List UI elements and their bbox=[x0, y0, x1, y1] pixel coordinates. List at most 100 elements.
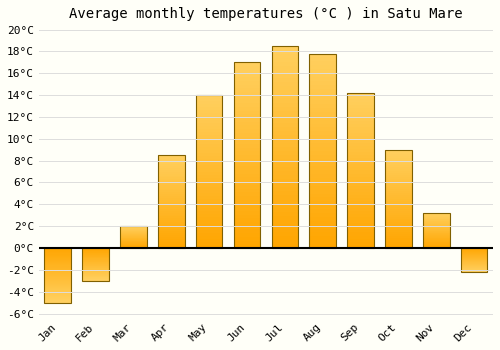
Bar bbox=[158, 211, 184, 213]
Bar bbox=[44, 252, 71, 253]
Bar bbox=[310, 108, 336, 112]
Bar bbox=[234, 211, 260, 215]
Bar bbox=[234, 122, 260, 125]
Bar bbox=[82, 252, 109, 253]
Bar bbox=[44, 273, 71, 274]
Bar bbox=[461, 268, 487, 269]
Bar bbox=[44, 249, 71, 250]
Bar bbox=[196, 153, 222, 156]
Bar bbox=[310, 139, 336, 143]
Bar bbox=[310, 85, 336, 89]
Bar bbox=[234, 103, 260, 107]
Bar bbox=[196, 175, 222, 178]
Bar bbox=[310, 201, 336, 205]
Bar bbox=[44, 265, 71, 267]
Bar bbox=[385, 163, 411, 166]
Bar bbox=[234, 125, 260, 129]
Bar bbox=[348, 214, 374, 217]
Bar bbox=[234, 118, 260, 122]
Bar bbox=[44, 293, 71, 294]
Bar bbox=[385, 193, 411, 195]
Bar bbox=[348, 195, 374, 198]
Bar bbox=[234, 207, 260, 211]
Bar bbox=[120, 232, 146, 233]
Bar bbox=[234, 140, 260, 144]
Bar bbox=[385, 154, 411, 156]
Bar bbox=[158, 168, 184, 170]
Bar bbox=[385, 209, 411, 211]
Bar bbox=[196, 135, 222, 138]
Bar bbox=[423, 226, 450, 227]
Bar bbox=[158, 155, 184, 157]
Bar bbox=[44, 300, 71, 301]
Bar bbox=[44, 257, 71, 258]
Bar bbox=[423, 219, 450, 220]
Bar bbox=[82, 277, 109, 278]
Bar bbox=[348, 114, 374, 118]
Bar bbox=[158, 196, 184, 198]
Bar bbox=[423, 227, 450, 228]
Bar bbox=[423, 231, 450, 232]
Bar bbox=[272, 240, 298, 244]
Bar bbox=[385, 161, 411, 163]
Bar bbox=[385, 160, 411, 161]
Bar bbox=[310, 57, 336, 61]
Bar bbox=[196, 220, 222, 224]
Bar bbox=[234, 185, 260, 189]
Bar bbox=[196, 214, 222, 217]
Bar bbox=[44, 267, 71, 268]
Bar bbox=[461, 260, 487, 261]
Bar bbox=[196, 104, 222, 107]
Bar bbox=[82, 278, 109, 279]
Bar bbox=[272, 147, 298, 151]
Bar bbox=[44, 271, 71, 272]
Bar bbox=[196, 217, 222, 220]
Bar bbox=[196, 224, 222, 226]
Bar bbox=[348, 180, 374, 183]
Bar bbox=[196, 172, 222, 175]
Bar bbox=[82, 254, 109, 255]
Bar bbox=[272, 78, 298, 82]
Bar bbox=[196, 95, 222, 98]
Bar bbox=[196, 208, 222, 211]
Bar bbox=[120, 240, 146, 241]
Bar bbox=[385, 217, 411, 218]
Bar bbox=[423, 221, 450, 222]
Bar bbox=[310, 197, 336, 201]
Bar bbox=[423, 217, 450, 218]
Bar bbox=[310, 116, 336, 120]
Bar bbox=[423, 230, 450, 231]
Bar bbox=[120, 231, 146, 232]
Bar bbox=[385, 244, 411, 246]
Bar bbox=[423, 239, 450, 240]
Bar bbox=[196, 113, 222, 117]
Bar bbox=[348, 174, 374, 177]
Bar bbox=[158, 237, 184, 239]
Bar bbox=[461, 256, 487, 257]
Bar bbox=[348, 112, 374, 114]
Bar bbox=[158, 164, 184, 166]
Bar bbox=[120, 229, 146, 230]
Bar bbox=[82, 264, 109, 265]
Bar bbox=[385, 238, 411, 240]
Bar bbox=[234, 215, 260, 218]
Bar bbox=[348, 149, 374, 152]
Bar bbox=[44, 285, 71, 286]
Bar bbox=[348, 177, 374, 180]
Bar bbox=[348, 99, 374, 102]
Bar bbox=[44, 294, 71, 295]
Bar bbox=[385, 212, 411, 215]
Bar bbox=[120, 230, 146, 231]
Bar bbox=[196, 166, 222, 168]
Bar bbox=[44, 268, 71, 269]
Bar bbox=[310, 174, 336, 178]
Bar bbox=[385, 150, 411, 248]
Bar bbox=[158, 235, 184, 237]
Bar bbox=[310, 205, 336, 209]
Bar bbox=[196, 187, 222, 190]
Bar bbox=[82, 276, 109, 277]
Bar bbox=[272, 54, 298, 58]
Bar bbox=[234, 107, 260, 111]
Bar bbox=[82, 250, 109, 251]
Bar bbox=[423, 213, 450, 214]
